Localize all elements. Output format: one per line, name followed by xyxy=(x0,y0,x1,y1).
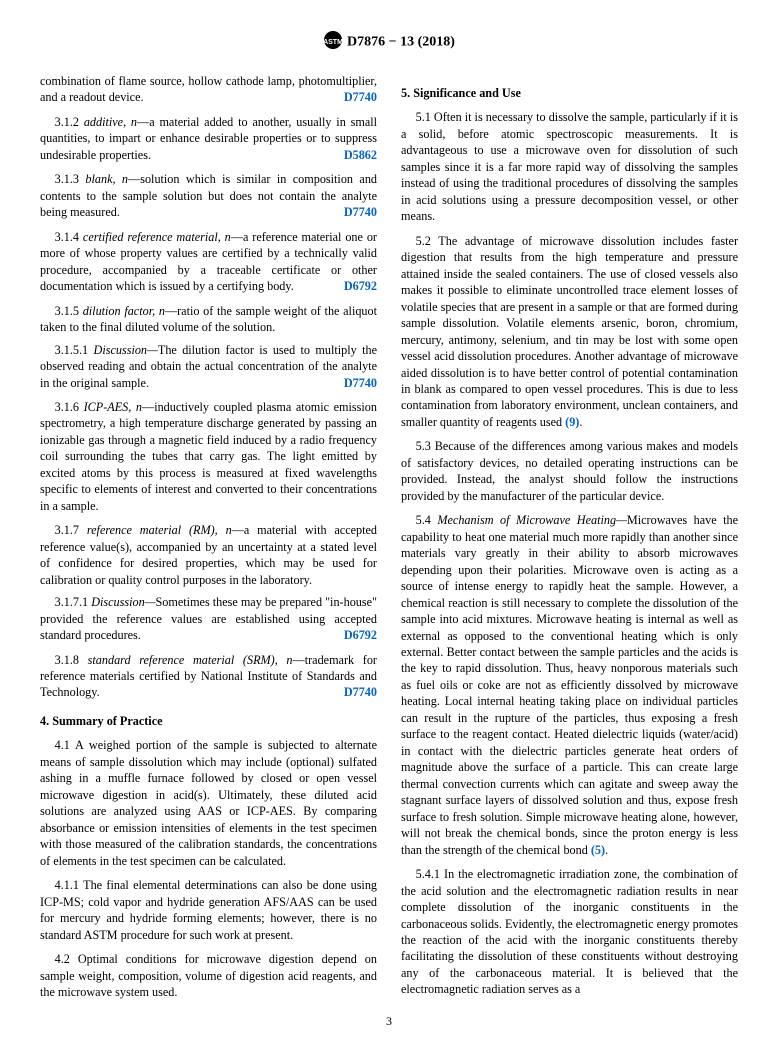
ref-link[interactable]: D7740 xyxy=(329,375,377,391)
num: 5.4.1 xyxy=(416,867,444,881)
text: Microwaves have the capability to heat o… xyxy=(401,513,738,856)
citation-link[interactable]: (9) xyxy=(565,415,579,429)
text: . xyxy=(605,843,608,857)
num: 4.1 xyxy=(55,738,75,752)
definition-3-1-7: 3.1.7 reference material (RM), n—a mater… xyxy=(40,522,377,588)
ref-link[interactable]: D5862 xyxy=(329,147,377,163)
ref-link[interactable]: D6792 xyxy=(329,278,377,294)
designation-text: D7876 − 13 (2018) xyxy=(347,35,455,50)
para-5-4-1: 5.4.1 In the electromagnetic irradiation… xyxy=(401,866,738,998)
num: 3.1.5 xyxy=(55,304,83,318)
num: 5.3 xyxy=(416,439,435,453)
num: 3.1.8 xyxy=(55,653,88,667)
term: additive, n xyxy=(84,115,137,129)
term: Discussion— xyxy=(94,343,158,357)
para-5-1: 5.1 Often it is necessary to dissolve th… xyxy=(401,109,738,224)
para-5-2: 5.2 The advantage of microwave dissoluti… xyxy=(401,233,738,431)
num: 5.1 xyxy=(416,110,434,124)
continuation-para: combination of flame source, hollow cath… xyxy=(40,73,377,106)
para-4-1: 4.1 A weighed portion of the sample is s… xyxy=(40,737,377,869)
ref-link[interactable]: D7740 xyxy=(329,684,377,700)
citation-link[interactable]: (5) xyxy=(591,843,605,857)
term: blank, n xyxy=(85,172,128,186)
term: ICP-AES, n xyxy=(84,400,142,414)
text: combination of flame source, hollow cath… xyxy=(40,74,377,104)
discussion-3-1-7-1: 3.1.7.1 Discussion—Sometimes these may b… xyxy=(40,594,377,643)
page-number: 3 xyxy=(386,1014,392,1029)
section-4-heading: 4. Summary of Practice xyxy=(40,713,377,729)
definition-3-1-2: 3.1.2 additive, n—a material added to an… xyxy=(40,114,377,163)
text: The advantage of microwave dissolution i… xyxy=(401,234,738,429)
astm-logo-icon: ASTM xyxy=(323,30,343,55)
term: Mechanism of Microwave Heating— xyxy=(437,513,627,527)
definition-3-1-4: 3.1.4 certified reference material, n—a … xyxy=(40,229,377,295)
num: 4.2 xyxy=(55,952,78,966)
definition-3-1-5: 3.1.5 dilution factor, n—ratio of the sa… xyxy=(40,303,377,336)
text: A weighed portion of the sample is subje… xyxy=(40,738,377,867)
num: 3.1.4 xyxy=(55,230,83,244)
num: 3.1.7.1 xyxy=(55,595,92,609)
term: standard reference material (SRM), n xyxy=(88,653,293,667)
num: 3.1.3 xyxy=(55,172,86,186)
section-5-heading: 5. Significance and Use xyxy=(401,85,738,101)
term: certified reference material, n xyxy=(83,230,231,244)
def: —inductively coupled plasma atomic emiss… xyxy=(40,400,377,513)
ref-link[interactable]: D7740 xyxy=(344,89,377,105)
num: 3.1.5.1 xyxy=(55,343,94,357)
para-5-3: 5.3 Because of the differences among var… xyxy=(401,438,738,504)
text: Often it is necessary to dissolve the sa… xyxy=(401,110,738,223)
page-header: ASTM D7876 − 13 (2018) xyxy=(40,30,738,55)
num: 4.1.1 xyxy=(55,878,84,892)
term: Discussion— xyxy=(91,595,155,609)
para-5-4: 5.4 Mechanism of Microwave Heating—Micro… xyxy=(401,512,738,858)
term: dilution factor, n xyxy=(83,304,165,318)
text: Because of the differences among various… xyxy=(401,439,738,502)
para-4-1-1: 4.1.1 The final elemental determinations… xyxy=(40,877,377,943)
definition-3-1-6: 3.1.6 ICP-AES, n—inductively coupled pla… xyxy=(40,399,377,514)
num: 5.2 xyxy=(416,234,439,248)
text: In the electromagnetic irradiation zone,… xyxy=(401,867,738,996)
num: 3.1.7 xyxy=(55,523,87,537)
num: 3.1.2 xyxy=(55,115,84,129)
text: The final elemental determinations can a… xyxy=(40,878,377,941)
ref-link[interactable]: D7740 xyxy=(329,204,377,220)
definition-3-1-3: 3.1.3 blank, n—solution which is similar… xyxy=(40,171,377,220)
text: . xyxy=(579,415,582,429)
num: 5.4 xyxy=(416,513,438,527)
para-4-2: 4.2 Optimal conditions for microwave dig… xyxy=(40,951,377,1000)
body-columns: combination of flame source, hollow cath… xyxy=(40,73,738,1008)
ref-link[interactable]: D6792 xyxy=(329,627,377,643)
definition-3-1-8: 3.1.8 standard reference material (SRM),… xyxy=(40,652,377,701)
discussion-3-1-5-1: 3.1.5.1 Discussion—The dilution factor i… xyxy=(40,342,377,391)
text: Optimal conditions for microwave digesti… xyxy=(40,952,377,999)
term: reference material (RM), n xyxy=(87,523,232,537)
num: 3.1.6 xyxy=(55,400,84,414)
svg-text:ASTM: ASTM xyxy=(323,39,343,46)
